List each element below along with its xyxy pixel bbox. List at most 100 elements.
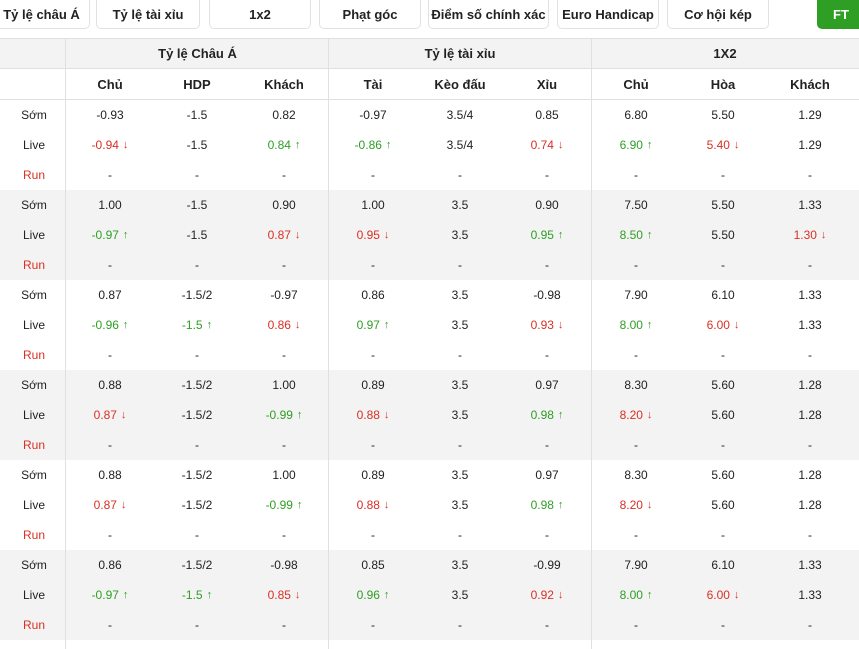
odds-cell[interactable]: 1.33 xyxy=(770,580,850,610)
odds-cell[interactable]: -1.5/2 xyxy=(157,460,237,490)
odds-cell[interactable]: -0.97 xyxy=(333,100,413,130)
odds-cell[interactable]: 7.90 xyxy=(596,550,676,580)
odds-cell[interactable]: 0.92 ↓ xyxy=(507,580,587,610)
odds-cell[interactable]: 1.33 xyxy=(770,280,850,310)
odds-cell[interactable]: - xyxy=(157,520,237,550)
odds-cell[interactable]: 6.80 xyxy=(596,100,676,130)
odds-cell[interactable]: - xyxy=(507,340,587,370)
odds-cell[interactable]: - xyxy=(596,250,676,280)
odds-cell[interactable]: 0.88 ↓ xyxy=(333,490,413,520)
odds-cell[interactable]: - xyxy=(683,430,763,460)
odds-cell[interactable]: 8.30 xyxy=(596,370,676,400)
odds-cell[interactable]: -0.94 ↓ xyxy=(70,130,150,160)
odds-cell[interactable]: - xyxy=(420,250,500,280)
odds-cell[interactable]: 3.5/4 xyxy=(420,130,500,160)
odds-cell[interactable]: 0.90 xyxy=(507,190,587,220)
tab-ft[interactable]: FT xyxy=(817,0,859,29)
odds-cell[interactable]: - xyxy=(70,610,150,640)
odds-cell[interactable]: 0.87 ↓ xyxy=(244,220,324,250)
tab-asian-handicap[interactable]: Tỷ lệ châu Á xyxy=(0,0,90,29)
odds-cell[interactable]: -0.98 xyxy=(507,280,587,310)
odds-cell[interactable]: -0.97 ↑ xyxy=(70,220,150,250)
odds-cell[interactable]: 1.00 xyxy=(244,370,324,400)
odds-cell[interactable]: 1.00 xyxy=(333,190,413,220)
odds-cell[interactable]: 0.87 xyxy=(70,280,150,310)
odds-cell[interactable]: - xyxy=(333,430,413,460)
odds-cell[interactable]: - xyxy=(770,340,850,370)
odds-cell[interactable]: - xyxy=(333,610,413,640)
odds-cell[interactable]: - xyxy=(70,430,150,460)
odds-cell[interactable]: 3.5 xyxy=(420,310,500,340)
odds-cell[interactable]: 1.29 xyxy=(770,100,850,130)
odds-cell[interactable]: 5.60 xyxy=(683,400,763,430)
odds-cell[interactable]: 5.60 xyxy=(683,370,763,400)
odds-cell[interactable]: 3.5 xyxy=(420,220,500,250)
odds-cell[interactable]: - xyxy=(244,160,324,190)
odds-cell[interactable]: 0.97 ↑ xyxy=(333,310,413,340)
odds-cell[interactable]: - xyxy=(596,160,676,190)
odds-cell[interactable]: 6.00 ↓ xyxy=(683,580,763,610)
odds-cell[interactable]: - xyxy=(683,250,763,280)
odds-cell[interactable]: 7.90 xyxy=(596,280,676,310)
odds-cell[interactable]: 1.28 xyxy=(770,490,850,520)
odds-cell[interactable]: 0.86 xyxy=(70,550,150,580)
odds-cell[interactable]: - xyxy=(70,160,150,190)
odds-cell[interactable]: 5.60 xyxy=(683,460,763,490)
odds-cell[interactable]: 3.5 xyxy=(420,400,500,430)
odds-cell[interactable]: 5.40 ↓ xyxy=(683,130,763,160)
odds-cell[interactable]: 3.5 xyxy=(420,460,500,490)
odds-cell[interactable]: - xyxy=(683,340,763,370)
odds-cell[interactable]: 0.90 xyxy=(244,190,324,220)
odds-cell[interactable]: 0.87 ↓ xyxy=(70,400,150,430)
odds-cell[interactable]: - xyxy=(770,250,850,280)
odds-cell[interactable]: - xyxy=(683,160,763,190)
odds-cell[interactable]: -0.97 xyxy=(244,280,324,310)
odds-cell[interactable]: 0.84 ↑ xyxy=(244,130,324,160)
odds-cell[interactable]: 0.85 xyxy=(333,550,413,580)
odds-cell[interactable]: - xyxy=(244,520,324,550)
odds-cell[interactable]: -1.5/2 xyxy=(157,280,237,310)
odds-cell[interactable]: - xyxy=(770,430,850,460)
odds-cell[interactable]: 1.00 xyxy=(244,460,324,490)
odds-cell[interactable]: - xyxy=(70,520,150,550)
odds-cell[interactable]: 0.96 ↑ xyxy=(333,580,413,610)
odds-cell[interactable]: 1.28 xyxy=(770,370,850,400)
odds-cell[interactable]: 8.50 ↑ xyxy=(596,220,676,250)
odds-cell[interactable]: -0.99 ↑ xyxy=(244,400,324,430)
odds-cell[interactable]: 1.30 ↓ xyxy=(770,220,850,250)
odds-cell[interactable]: 8.20 ↓ xyxy=(596,400,676,430)
odds-cell[interactable]: - xyxy=(70,340,150,370)
odds-cell[interactable]: 1.33 xyxy=(770,190,850,220)
odds-cell[interactable]: - xyxy=(420,340,500,370)
odds-cell[interactable]: - xyxy=(244,250,324,280)
odds-cell[interactable]: 0.86 xyxy=(333,280,413,310)
odds-cell[interactable]: 5.60 xyxy=(683,490,763,520)
odds-cell[interactable]: 3.5 xyxy=(420,580,500,610)
odds-cell[interactable]: 8.30 xyxy=(596,460,676,490)
odds-cell[interactable]: - xyxy=(157,340,237,370)
odds-cell[interactable]: - xyxy=(770,160,850,190)
tab-double-chance[interactable]: Cơ hội kép xyxy=(667,0,769,29)
odds-cell[interactable]: -1.5/2 xyxy=(157,490,237,520)
odds-cell[interactable]: 0.89 xyxy=(333,370,413,400)
odds-cell[interactable]: -0.98 xyxy=(244,550,324,580)
odds-cell[interactable]: - xyxy=(596,340,676,370)
odds-cell[interactable]: - xyxy=(507,160,587,190)
odds-cell[interactable]: - xyxy=(507,250,587,280)
odds-cell[interactable]: 0.85 xyxy=(507,100,587,130)
odds-cell[interactable]: - xyxy=(333,250,413,280)
odds-cell[interactable]: 8.20 ↓ xyxy=(596,490,676,520)
odds-cell[interactable]: -0.99 ↑ xyxy=(244,490,324,520)
odds-cell[interactable]: 1.33 xyxy=(770,550,850,580)
odds-cell[interactable]: - xyxy=(157,610,237,640)
odds-cell[interactable]: 3.5 xyxy=(420,280,500,310)
odds-cell[interactable]: - xyxy=(333,520,413,550)
odds-cell[interactable]: 0.86 ↓ xyxy=(244,310,324,340)
odds-cell[interactable]: - xyxy=(244,340,324,370)
odds-cell[interactable]: - xyxy=(420,610,500,640)
tab-correct-score[interactable]: Điểm số chính xác xyxy=(428,0,549,29)
odds-cell[interactable]: 3.5 xyxy=(420,490,500,520)
odds-cell[interactable]: 8.00 ↑ xyxy=(596,580,676,610)
odds-cell[interactable]: 6.90 ↑ xyxy=(596,130,676,160)
odds-cell[interactable]: - xyxy=(70,250,150,280)
